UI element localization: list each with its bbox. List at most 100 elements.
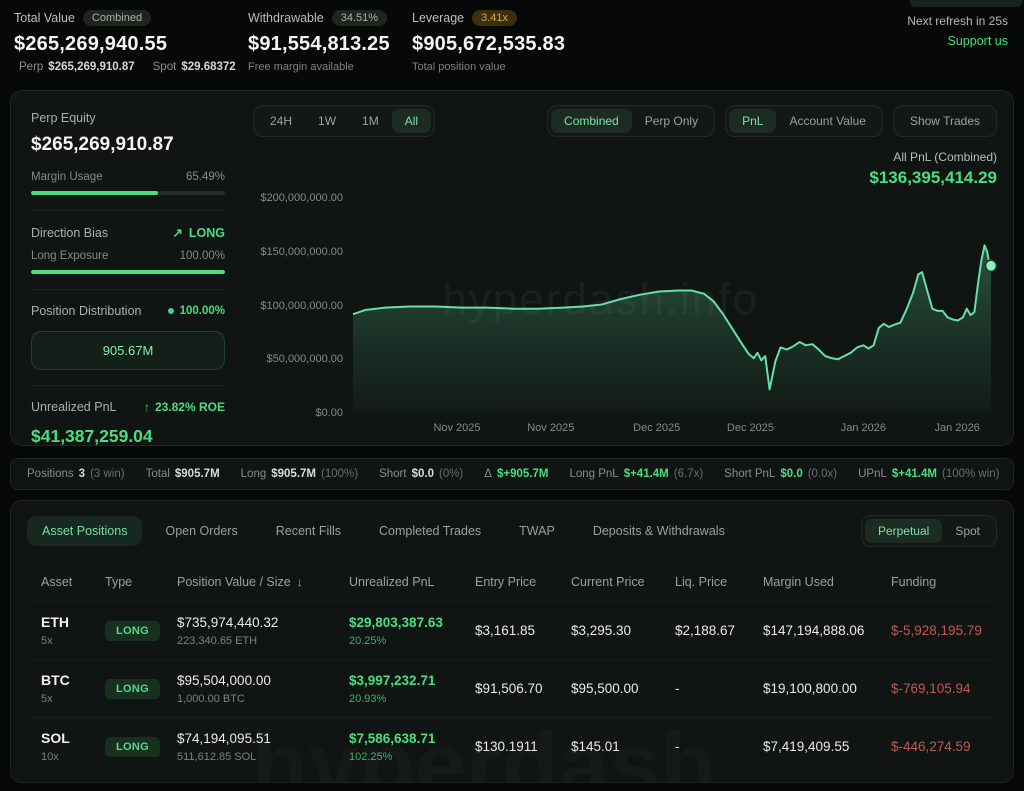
- summary-stat-upnl: UPnL $+41.4M (100% win): [858, 468, 999, 480]
- stat-label: Δ: [484, 468, 492, 480]
- pnl-area-chart[interactable]: hyperdash.info $200,000,000.00 $150,000,0…: [260, 192, 991, 434]
- side-tab-button-perpetual[interactable]: Perpetual: [864, 519, 943, 543]
- column-header-current-price[interactable]: Current Price: [571, 575, 645, 589]
- margin-usage-label: Margin Usage: [31, 171, 103, 183]
- range-button-1m[interactable]: 1M: [362, 114, 379, 128]
- divider: [31, 210, 225, 211]
- liq-price-value: $2,188.67: [675, 623, 736, 638]
- unrealized-pnl: $3,997,232.71 20.93%: [349, 673, 475, 705]
- range-button-24h[interactable]: 24H: [270, 114, 293, 128]
- withdrawable-label: Withdrawable: [248, 11, 324, 25]
- funding-value: $-5,928,195.79: [891, 623, 982, 638]
- asset: BTC 5x: [41, 672, 105, 705]
- margin-used: $147,194,888.06: [763, 623, 891, 638]
- stat-extra: (6.7x): [673, 468, 704, 480]
- stat-extra: (100%): [321, 468, 359, 480]
- entry-price-value: $3,161.85: [475, 623, 536, 638]
- summary-stat-short: Short $0.0 (0%): [379, 468, 463, 480]
- stat-label: Short: [379, 468, 407, 480]
- long-badge: LONG: [105, 678, 160, 699]
- leverage-sub: Total position value: [412, 61, 506, 73]
- position-distribution-value: 100.00%: [179, 305, 225, 317]
- position-value-value: $735,974,440.32: [177, 614, 279, 630]
- position-distribution-segment[interactable]: 905.67M: [31, 331, 225, 370]
- column-header-margin-used[interactable]: Margin Used: [763, 575, 834, 589]
- metric-button-pnl[interactable]: PnL: [729, 109, 777, 133]
- column-header-type[interactable]: Type: [105, 575, 133, 589]
- pnl-account-group: PnL Account Value: [725, 105, 883, 137]
- mode-button-combined[interactable]: Combined: [551, 109, 632, 133]
- liq-price-value: -: [675, 739, 680, 754]
- all-pnl-value: $136,395,414.29: [869, 168, 997, 187]
- tab-open-orders[interactable]: Open Orders: [165, 524, 238, 538]
- positions-tabs: Asset Positions Open Orders Recent Fills Co…: [27, 516, 748, 546]
- metric-button-account-value[interactable]: Account Value: [789, 114, 866, 128]
- unrealized-pnl-sub: 20.25%: [349, 634, 387, 647]
- show-trades-button[interactable]: Show Trades: [909, 114, 980, 128]
- perp-label: Perp: [19, 61, 44, 73]
- leverage-badge: 3.41x: [472, 10, 518, 26]
- margin-used-value: $19,100,800.00: [763, 681, 857, 696]
- x-axis-tick: Nov 2025: [433, 422, 481, 434]
- margin-used-value: $7,419,409.55: [763, 739, 850, 754]
- position-row-ETH[interactable]: ETH 5x LONG $735,974,440.32 223,340.65 ETH $2…: [27, 601, 997, 659]
- asset-sub: 10x: [41, 751, 59, 763]
- perp-equity-label: Perp Equity: [31, 111, 96, 125]
- pnl-chart-panel: 24H 1W 1M All Combined Perp Only PnL Account …: [243, 91, 1013, 445]
- position-row-BTC[interactable]: BTC 5x LONG $95,504,000.00 1,000.00 BTC $3,99…: [27, 659, 997, 717]
- unrealized-pnl: $29,803,387.63 20.25%: [349, 615, 475, 647]
- spot-value: $29.68372: [181, 61, 236, 73]
- tab-deposits-withdrawals[interactable]: Deposits & Withdrawals: [592, 524, 725, 538]
- type: LONG: [105, 736, 177, 757]
- y-axis-tick: $0.00: [315, 407, 343, 419]
- column-header-position-value-size[interactable]: Position Value / Size ↓: [177, 575, 303, 589]
- long-exposure-label: Long Exposure: [31, 250, 109, 262]
- tab-asset-positions[interactable]: Asset Positions: [27, 516, 143, 546]
- mode-button-perp-only[interactable]: Perp Only: [644, 114, 699, 128]
- funding-value: $-769,105.94: [891, 681, 971, 696]
- stat-label: UPnL: [858, 468, 887, 480]
- tab-twap[interactable]: TWAP: [519, 524, 555, 538]
- asset-sub: 5x: [41, 693, 53, 705]
- position-value-sub: 223,340.65 ETH: [177, 634, 258, 647]
- asset-value: SOL: [41, 730, 70, 746]
- entry-price: $91,506.70: [475, 681, 571, 696]
- pnl-chart-svg[interactable]: [353, 198, 991, 413]
- account-summary-panel: Perp Equity $265,269,910.87 Margin Usage…: [11, 91, 243, 445]
- stat-label: Total: [145, 468, 170, 480]
- combined-perp-group: Combined Perp Only: [547, 105, 716, 137]
- column-header-funding[interactable]: Funding: [891, 575, 937, 589]
- position-row-SOL[interactable]: SOL 10x LONG $74,194,095.51 511,612.85 SOL $7…: [27, 717, 997, 775]
- stat-value: $905.7M: [174, 468, 220, 480]
- range-button-all[interactable]: All: [391, 109, 432, 133]
- range-button-1w[interactable]: 1W: [318, 114, 337, 128]
- direction-bias-value: LONG: [188, 225, 225, 240]
- summary-stat-long: Long $905.7M (100%): [241, 468, 358, 480]
- unrealized-pnl-label: Unrealized PnL: [31, 400, 117, 414]
- column-header-entry-price[interactable]: Entry Price: [475, 575, 537, 589]
- divider: [31, 385, 225, 386]
- stat-extra: (100% win): [941, 468, 1000, 480]
- column-header-unrealized-pnl[interactable]: Unrealized PnL: [349, 575, 435, 589]
- tab-recent-fills[interactable]: Recent Fills: [275, 524, 342, 538]
- side-tab-button-spot[interactable]: Spot: [955, 524, 980, 538]
- funding-value: $-446,274.59: [891, 739, 971, 754]
- column-header-asset[interactable]: Asset: [41, 575, 73, 589]
- stat-extra: (0%): [438, 468, 464, 480]
- combined-badge: Combined: [82, 10, 152, 26]
- y-axis-tick: $100,000,000.00: [260, 299, 343, 312]
- column-header-liq-price[interactable]: Liq. Price: [675, 575, 728, 589]
- x-axis-tick: Dec 2025: [726, 422, 775, 434]
- liq-price-value: -: [675, 681, 680, 696]
- asset-value: ETH: [41, 614, 69, 630]
- stat-value: $+905.7M: [496, 468, 549, 480]
- stat-value: 3: [78, 468, 86, 480]
- withdrawable-block: Withdrawable 34.51% $91,554,813.25 Free …: [248, 10, 390, 84]
- support-us-link[interactable]: Support us: [947, 34, 1008, 48]
- corner-button-stub[interactable]: [910, 0, 1022, 7]
- perp-equity-value: $265,269,910.87: [31, 134, 174, 155]
- margin-used: $7,419,409.55: [763, 739, 891, 754]
- tab-completed-trades[interactable]: Completed Trades: [379, 524, 482, 538]
- liq-price: $2,188.67: [675, 623, 763, 638]
